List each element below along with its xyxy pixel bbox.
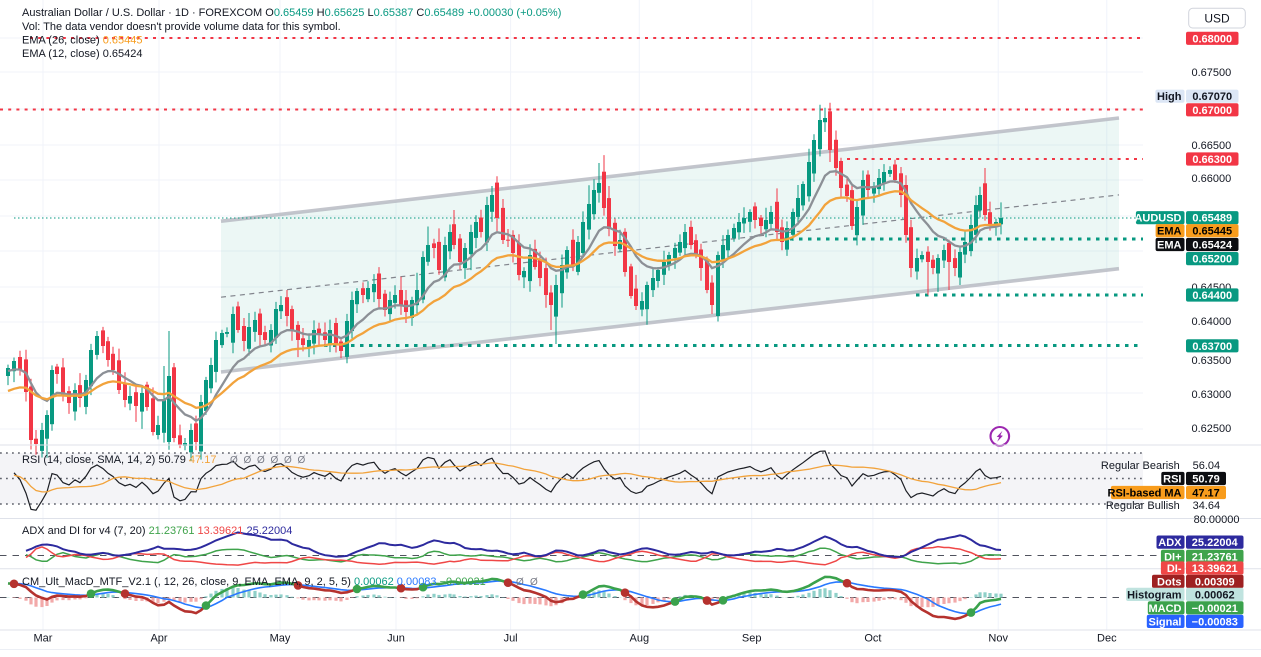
svg-text:Ø: Ø (230, 455, 238, 466)
svg-text:Histogram: Histogram (1127, 589, 1182, 601)
svg-text:0.67500: 0.67500 (1192, 67, 1232, 79)
svg-text:0.65424: 0.65424 (1192, 240, 1233, 252)
svg-text:USD: USD (1204, 11, 1230, 25)
svg-text:Vol: The data vendor doesn't p: Vol: The data vendor doesn't provide vol… (22, 21, 341, 33)
svg-text:0.65200: 0.65200 (1192, 254, 1232, 266)
svg-text:Ø: Ø (298, 455, 306, 466)
svg-text:EMA: EMA (1157, 240, 1182, 252)
svg-text:ADX: ADX (1158, 537, 1182, 549)
svg-text:Australian Dollar / U.S. Dolla: Australian Dollar / U.S. Dollar · 1D · F… (22, 7, 561, 19)
svg-text:Ø: Ø (516, 577, 524, 588)
svg-text:0.66500: 0.66500 (1192, 140, 1232, 152)
svg-text:−0.00083: −0.00083 (1192, 616, 1238, 628)
svg-text:Regular Bearish: Regular Bearish (1101, 460, 1180, 472)
svg-text:0.65445: 0.65445 (1192, 226, 1232, 238)
svg-text:RSI-based MA: RSI-based MA (1108, 488, 1182, 500)
svg-text:EMA (12, close) 0.65424: EMA (12, close) 0.65424 (22, 48, 142, 60)
svg-text:0.00062: 0.00062 (1195, 589, 1235, 601)
svg-text:0.63700: 0.63700 (1192, 341, 1232, 353)
svg-text:0.67070: 0.67070 (1192, 91, 1232, 103)
svg-text:0.66000: 0.66000 (1192, 173, 1232, 185)
svg-text:ADX and DI for v4 (7, 20) 21.: ADX and DI for v4 (7, 20) 21.23761 13.39… (22, 525, 292, 537)
svg-text:47.17: 47.17 (1192, 488, 1220, 500)
svg-text:34.64: 34.64 (1193, 500, 1221, 512)
svg-text:−0.00021: −0.00021 (1192, 603, 1238, 615)
svg-text:Regular Bullish: Regular Bullish (1106, 500, 1180, 512)
svg-text:0.63500: 0.63500 (1192, 355, 1232, 367)
svg-text:Apr: Apr (150, 633, 167, 645)
svg-text:Nov: Nov (988, 633, 1008, 645)
svg-text:Oct: Oct (864, 633, 881, 645)
svg-text:Dec: Dec (1097, 633, 1117, 645)
svg-text:RSI (14, close, SMA, 14, 2) 5: RSI (14, close, SMA, 14, 2) 50.79 47.17 (22, 454, 216, 466)
svg-text:25.22004: 25.22004 (1192, 537, 1239, 549)
svg-text:EMA: EMA (1157, 226, 1182, 238)
svg-text:Signal: Signal (1148, 616, 1181, 628)
svg-text:Ø: Ø (271, 455, 279, 466)
svg-text:High: High (1157, 91, 1182, 103)
svg-text:Ø: Ø (257, 455, 265, 466)
svg-text:0.66300: 0.66300 (1192, 154, 1232, 166)
svg-text:0.00309: 0.00309 (1195, 576, 1235, 588)
svg-text:RSI: RSI (1163, 474, 1181, 486)
svg-text:0.63000: 0.63000 (1192, 389, 1232, 401)
svg-text:MACD: MACD (1149, 603, 1182, 615)
svg-text:0.67000: 0.67000 (1192, 105, 1232, 117)
svg-text:Aug: Aug (630, 633, 650, 645)
svg-text:DI-: DI- (1167, 563, 1182, 575)
svg-text:Ø: Ø (244, 455, 252, 466)
svg-text:0.68000: 0.68000 (1192, 33, 1232, 45)
svg-text:0.64400: 0.64400 (1192, 290, 1232, 302)
svg-text:13.39621: 13.39621 (1192, 563, 1238, 575)
svg-text:May: May (270, 633, 291, 645)
svg-text:Ø: Ø (284, 455, 292, 466)
svg-text:Ø: Ø (530, 577, 538, 588)
svg-text:Jul: Jul (504, 633, 518, 645)
svg-text:Sep: Sep (742, 633, 762, 645)
svg-text:CM_Ult_MacD_MTF_V2.1 (, 12, 26: CM_Ult_MacD_MTF_V2.1 (, 12, 26, close, 9… (22, 576, 486, 588)
svg-text:56.04: 56.04 (1193, 460, 1221, 472)
svg-text:Dots: Dots (1157, 576, 1181, 588)
svg-text:AUDUSD: AUDUSD (1134, 213, 1181, 225)
svg-text:EMA (26, close) 0.65445: EMA (26, close) 0.65445 (22, 35, 142, 47)
svg-text:Jun: Jun (387, 633, 405, 645)
svg-text:Mar: Mar (34, 633, 53, 645)
svg-text:0.64000: 0.64000 (1192, 316, 1232, 328)
svg-text:0.65489: 0.65489 (1192, 213, 1232, 225)
svg-text:50.79: 50.79 (1192, 474, 1220, 486)
svg-text:80.00000: 80.00000 (1194, 514, 1240, 526)
svg-text:0.62500: 0.62500 (1192, 423, 1232, 435)
